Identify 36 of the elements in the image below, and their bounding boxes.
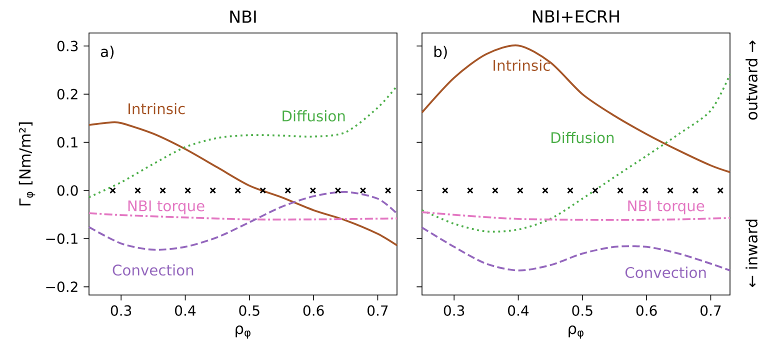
series-label: Intrinsic [494,60,550,71]
chart-title: NBI+ECRH [533,10,619,23]
line-series [88,85,398,198]
x-tick-label: 0.5 [239,305,260,316]
x-tick-label: 0.3 [110,305,132,316]
x-tick-label: 0.6 [636,305,657,316]
x-tick-label: 0.3 [444,305,464,316]
x-tick-label: 0.5 [572,305,592,316]
series-label: Intrinsic [128,102,185,114]
x-tick-label: 0.6 [303,305,324,316]
y-tick-label: −0.1 [46,233,78,244]
series-label: NBI torque [628,200,704,214]
series-label: Convection [625,266,706,278]
x-tick-label: 0.7 [700,305,721,316]
y-tick-label: 0.2 [57,88,78,100]
x-tick-label: 0.7 [368,305,388,316]
y-axis-title: Γ$_{φ}$ [Nm/m²] [18,122,36,206]
text: ← inward [746,220,758,288]
y-tick-label: −0.2 [46,282,78,292]
series-label: Diffusion [282,110,345,122]
x-tick-label: 0.4 [175,305,196,316]
line-series [88,121,398,246]
text: outward → [746,40,758,120]
y-tick-label: 0.0 [57,185,78,196]
series-label: Diffusion [551,132,614,144]
line-series [88,190,398,251]
chart-title: NBI [230,10,256,23]
x-tick-label: 0.4 [508,305,529,316]
x-axis-title: ρ$_{φ}$ [568,325,584,339]
series-label: NBI torque [128,200,204,214]
y-tick-label: 0.3 [57,40,78,52]
y-tick-label: 0.1 [57,137,78,148]
annotation: b) [434,46,447,59]
x-axis-title: ρ$_{φ}$ [236,325,250,339]
annotation: a) [100,46,114,59]
series-label: Convection [112,264,194,276]
